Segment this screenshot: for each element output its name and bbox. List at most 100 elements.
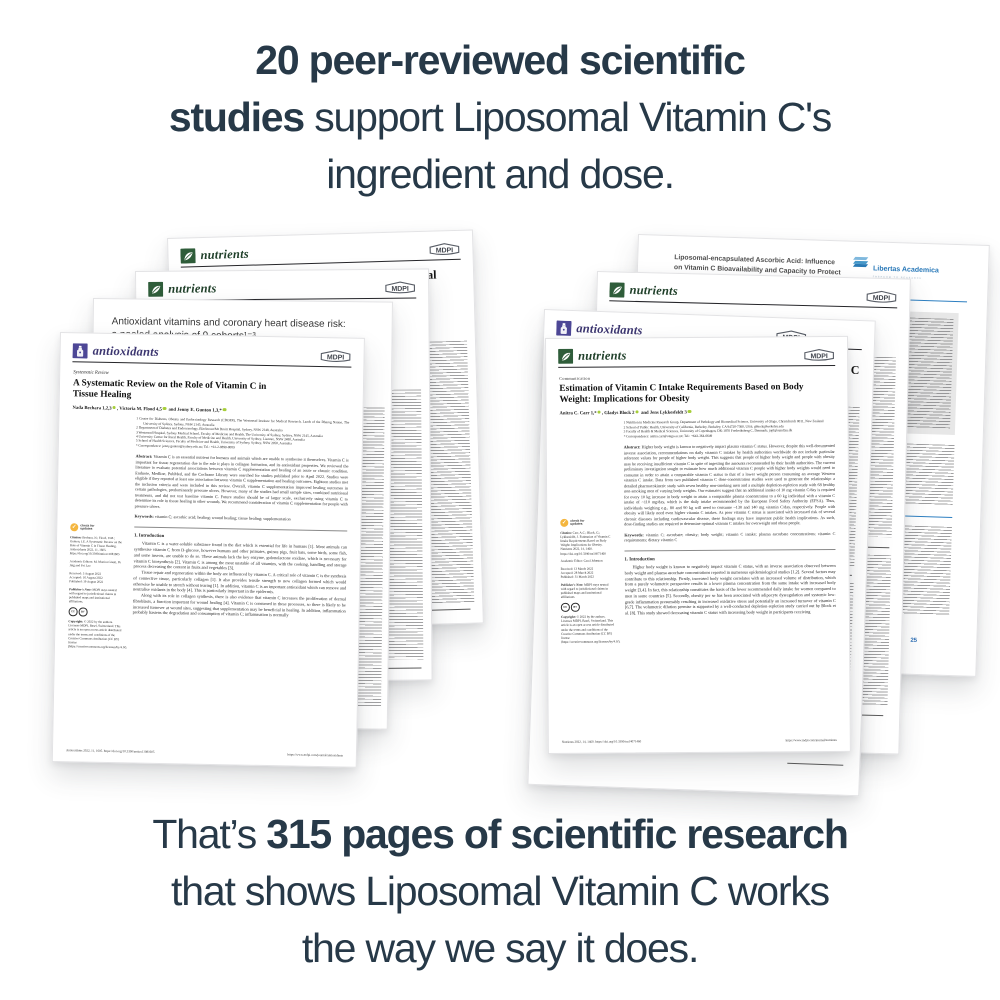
- paper-nutrients-mid-left: nutrients MDPI: [135, 268, 433, 683]
- author: , Gladys Block 2: [601, 410, 635, 416]
- paper-title: Estimation of Vitamin C Intake Requireme…: [559, 381, 804, 405]
- headline-bottom: That’s 315 pages of scientific research …: [0, 806, 1000, 977]
- cc-by-icon: BY: [570, 602, 580, 612]
- paper-columns: ✓ check for updates Citation: Bechara, N.…: [55, 415, 362, 657]
- orcid-icon: [222, 407, 227, 412]
- publisher-note: Publisher's Note: MDPI stays neutral wit…: [561, 582, 615, 599]
- orcid-icon: [635, 410, 639, 414]
- citation-block: Citation: Carr, A.C.; Block, G.; Lykkesf…: [560, 530, 614, 555]
- headline-text: that shows Liposomal Vitamin C works: [171, 868, 830, 914]
- mdpi-label: MDPI: [810, 353, 827, 360]
- headline-top-line1: 20 peer-reviewed scientific: [0, 32, 1000, 89]
- copyright-text: © 2022 by the authors. Licensee MDPI, Ba…: [67, 619, 128, 650]
- margin-column: ✓ check for updates Citation: Carr, A.C.;…: [560, 421, 620, 648]
- headline-text: the way we say it does.: [301, 925, 699, 971]
- author-line: Nada Bechara 1,2,3 , Victoria M. Flood 4,…: [72, 405, 349, 416]
- academic-editors: Academic Editors: M. Monica Giusti, Pu J…: [69, 559, 122, 568]
- margin-column: ✓ check for updates Citation: Bechara, N.…: [68, 416, 127, 653]
- copyright-text: © 2022 by the authors. Licensee MDPI, Ba…: [560, 614, 621, 644]
- citation-text: Bechara, N.; Flood, V.M.; Gunton, J.E. A…: [69, 535, 122, 557]
- cc-license-icons: CC BY: [68, 607, 123, 617]
- spacer: [222, 287, 380, 288]
- spacer: [164, 352, 315, 355]
- footer-line: [430, 608, 471, 611]
- footer-url: https://www.mdpi.com/journal/antioxidant…: [287, 752, 343, 758]
- cc-by-icon: BY: [78, 607, 88, 617]
- author: , Victoria M. Flood 4,5: [116, 406, 162, 413]
- journal-header: nutrients MDPI: [136, 269, 428, 297]
- spacer: [631, 355, 798, 356]
- footer-line: [385, 667, 422, 669]
- author: Nada Bechara 1,2,3: [72, 405, 112, 412]
- keywords: Keywords: vitamin C; ascorbate; obesity;…: [624, 531, 835, 543]
- orcid-icon: [597, 410, 601, 414]
- intro-paragraph: Higher body weight is known to negativel…: [624, 563, 836, 616]
- spacer: [254, 249, 424, 254]
- journal-name: antioxidants: [576, 321, 643, 338]
- author-line: Anitra C. Carr 1,* , Gladys Block 2 and J…: [560, 409, 835, 416]
- published-date: Published: 31 March 2022: [560, 574, 594, 580]
- mdpi-logo: MDPI: [866, 290, 897, 303]
- mdpi-logo: MDPI: [320, 349, 351, 362]
- keywords-text: vitamin C; ascorbate; obesity; body weig…: [624, 530, 836, 543]
- paper-title: A Systematic Review on the Role of Vitam…: [72, 377, 267, 401]
- main-column: 1 Centre for Diabetes, Obesity and Endoc…: [122, 417, 350, 658]
- spacer: [648, 331, 771, 335]
- headline-bottom-line2: that shows Liposomal Vitamin C works: [0, 863, 1000, 920]
- nutrients-logo-icon: [609, 282, 625, 298]
- section-rule: [624, 548, 836, 551]
- nutrients-logo-icon: [180, 248, 196, 264]
- citation-block: Citation: Bechara, N.; Flood, V.M.; Gunt…: [70, 535, 124, 557]
- abstract: Abstract: Vitamin C is an essential nutr…: [135, 454, 349, 513]
- intro-paragraph: Vitamin C is a water-soluble substance f…: [133, 540, 347, 571]
- check-for-updates-badge: ✓ check for updates: [560, 518, 614, 528]
- nutrients-logo-icon: [148, 281, 164, 297]
- nutrients-logo-icon: [558, 348, 574, 364]
- headline-text-bold: studies: [168, 94, 305, 140]
- check-icon: ✓: [70, 523, 79, 532]
- antioxidants-logo-icon: [72, 343, 88, 359]
- libertas-name: Libertas Academica: [872, 265, 939, 275]
- footer-line: [787, 762, 844, 766]
- check-label-line2: updates: [80, 526, 93, 532]
- headline-top: 20 peer-reviewed scientific studies supp…: [0, 32, 1000, 203]
- headline-text-bold: 315 pages of scientific research: [266, 811, 849, 857]
- mdpi-logo: MDPI: [385, 281, 416, 293]
- journal-name: antioxidants: [92, 343, 160, 359]
- paper-nutrients-mid-right: nutrients MDPI l: [585, 271, 911, 755]
- spacer: [683, 292, 861, 296]
- cc-icon: CC: [560, 602, 570, 612]
- footer-url: https://www.mdpi.com/journal/nutrients: [785, 737, 837, 743]
- check-for-updates-label: check for updates: [80, 523, 94, 532]
- journal-header: nutrients MDPI: [168, 230, 473, 264]
- footer-citation: Nutrients 2022, 14, 1460. https://doi.or…: [561, 739, 642, 744]
- paper-footer: Antioxidants 2022, 11, 1605. https://doi…: [66, 748, 343, 757]
- antioxidants-logo-icon: [556, 320, 572, 336]
- headline-top-line3: ingredient and dose.: [0, 146, 1000, 203]
- paper-footer: Nutrients 2022, 14, 1460. https://doi.or…: [562, 738, 837, 744]
- published-date: Published: 19 August 2022: [69, 579, 104, 585]
- paper-antioxidants-front: antioxidants MDPI Systematic Review A Sy…: [51, 332, 365, 768]
- headline-bottom-line3: the way we say it does.: [0, 920, 1000, 977]
- check-icon: ✓: [560, 519, 569, 528]
- affiliation: * Correspondence: anitra.carr@otago.ac.n…: [623, 433, 713, 439]
- keywords: Keywords: vitamin C; ascorbic acid; heal…: [134, 514, 347, 523]
- journal-header: nutrients MDPI: [546, 337, 847, 364]
- academic-editors: Academic Editor: Carol Johnston: [560, 558, 603, 564]
- mdpi-label: MDPI: [873, 294, 891, 301]
- journal-name: nutrients: [200, 246, 250, 263]
- mdpi-label: MDPI: [436, 247, 454, 254]
- journal-name: nutrients: [578, 348, 627, 363]
- journal-header: nutrients MDPI: [597, 272, 910, 305]
- abstract-text: Higher body weight is known to negativel…: [623, 443, 836, 527]
- orcid-icon: [162, 406, 167, 411]
- journal-name: nutrients: [168, 281, 217, 296]
- journal-name: nutrients: [629, 282, 679, 298]
- check-for-updates-badge: ✓ check for updates: [70, 523, 124, 533]
- check-for-updates-label: check for updates: [570, 518, 584, 526]
- orcid-icon: [112, 405, 117, 410]
- paper-nutrients-back-left: nutrients MDPI al: [167, 229, 484, 632]
- cc-license-icons: CC BY: [560, 602, 615, 612]
- section-rule: [134, 526, 348, 532]
